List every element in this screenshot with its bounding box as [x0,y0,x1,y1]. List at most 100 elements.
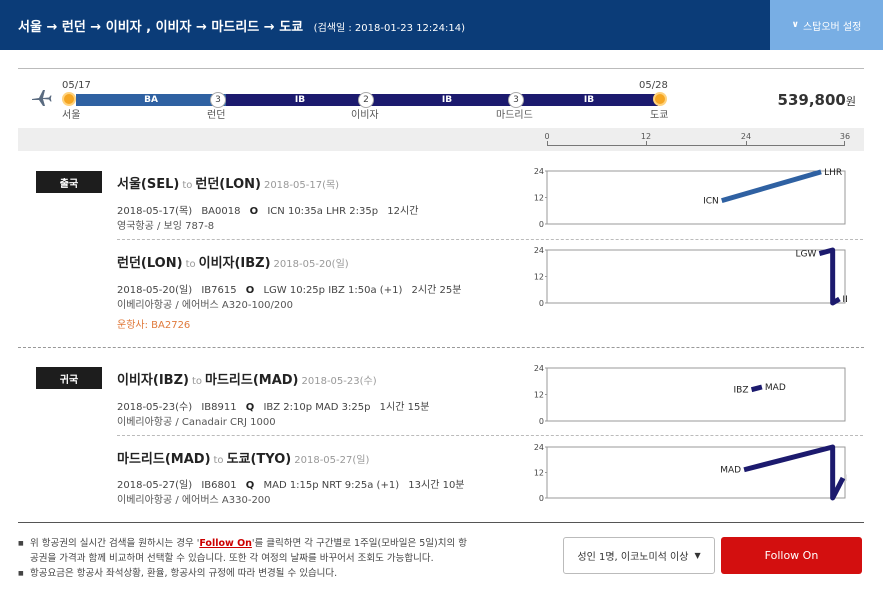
notice-item: 항공요금은 항공사 좌석상황, 환율, 항공사의 규정에 따라 변경될 수 있습… [18,566,468,581]
y-tick-label: 12 [534,469,544,478]
booking-class: O [245,285,255,296]
stop-count-node: 3 [508,92,524,108]
y-tick-label: 0 [539,417,544,426]
scale-tick-mark [844,141,845,145]
segment-title: 마드리드(MAD) to 도쿄(TYO) 2018-05-27(일) [117,448,369,467]
aircraft-info: 이베리아항공 / Canadair CRJ 1000 [117,417,276,428]
airplane-icon [32,90,52,106]
flight-line [818,247,841,306]
stop-count-node: 2 [358,92,374,108]
y-tick-label: 12 [534,391,544,400]
segment-origin: 런던(LON) [117,256,183,271]
follow-on-button[interactable]: Follow On [721,537,862,574]
departure-code: MAD [720,466,741,476]
destination-marker [653,92,667,106]
segment-date: 2018-05-27(일) [294,455,370,466]
y-tick-label: 12 [534,273,544,282]
departure-code: LGW [796,250,817,260]
segment-divider [117,435,863,436]
aircraft-info: 영국항공 / 보잉 787-8 [117,221,215,232]
arrival-code: IBZ [842,295,847,305]
results-header: 서울 → 런던 → 이비자 , 이비자 → 마드리드 → 도쿄 (검색일 : 2… [0,0,883,50]
y-tick-label: 0 [539,494,544,503]
segment-to-word: to [182,180,193,191]
y-tick-label: 24 [534,364,544,373]
flight-times: MAD 1:15p NRT 9:25a (+1) [263,480,400,491]
itinerary-summary: 05/17 05/28 BA IB IB IB 3 2 3 서울 런던 이비자 … [18,68,864,128]
inbound-badge: 귀국 [36,367,102,389]
arrival-code: LHR [824,168,842,178]
chevron-down-icon: ∨ [791,20,799,30]
stop-count-node: 3 [210,92,226,108]
timeline-leg: IB [374,94,520,106]
flight-date: 2018-05-20(일) [117,285,193,296]
arrival-code: NRT [846,474,847,484]
segment-origin: 서울(SEL) [117,177,180,192]
stopover-label: 스탑오버 설정 [802,21,862,33]
booking-class: Q [245,402,255,413]
flight-number: BA0018 [201,206,241,217]
y-tick-label: 24 [534,246,544,255]
scale-tick-label: 0 [544,132,550,141]
follow-on-link[interactable]: Follow On [199,538,252,549]
notice-item: 위 항공권의 실시간 검색을 원하시는 경우 'Follow On'를 클릭하면… [18,536,468,566]
outbound-badge: 출국 [36,171,102,193]
flight-duration: 2시간 25분 [411,285,462,296]
timeline-city: 마드리드 [496,110,533,121]
flight-time-chart: 24 12 0 IBZ MAD [534,364,846,426]
segment-date: 2018-05-17(목) [263,180,340,191]
chart-frame [546,249,846,304]
origin-marker [62,92,76,106]
search-date: (검색일 : 2018-01-23 12:24:14) [313,23,466,34]
chart-frame [546,446,846,499]
passenger-class-value: 성인 1명, 이코노미석 이상 [577,552,689,563]
flight-time-chart: 24 12 0 MAD NRT [534,443,847,503]
footer-divider [18,522,864,523]
flight-date: 2018-05-17(목) [117,206,193,217]
segment-date: 2018-05-20(일) [273,259,349,270]
flight-line [743,444,846,501]
passenger-class-select[interactable]: 성인 1명, 이코노미석 이상 ▼ [563,537,715,574]
flight-times: ICN 10:35a LHR 2:35p [267,206,379,217]
flight-time-chart: 24 12 0 LGW IBZ [534,246,847,308]
flight-times: IBZ 2:10p MAD 3:25p [263,402,371,413]
flight-times: LGW 10:25p IBZ 1:50a (+1) [263,285,403,296]
y-tick-label: 24 [534,443,544,452]
flight-duration: 12시간 [387,206,419,217]
timeline-city: 이비자 [351,110,379,121]
segment-title: 런던(LON) to 이비자(IBZ) 2018-05-20(일) [117,252,349,271]
chart-frame [546,367,846,422]
flight-line [721,169,822,203]
segment-date: 2018-05-23(수) [301,376,377,387]
y-tick-label: 24 [534,167,544,176]
aircraft-info: 이베리아항공 / 에어버스 A320-100/200 [117,300,293,311]
notice-list: 위 항공권의 실시간 검색을 원하시는 경우 'Follow On'를 클릭하면… [18,536,468,581]
scale-tick-label: 12 [640,132,652,141]
itinerary-timeline: 05/17 05/28 BA IB IB IB 3 2 3 서울 런던 이비자 … [62,69,668,129]
flight-time-chart: 24 12 0 ICN LHR [534,167,846,229]
y-tick-label: 12 [534,194,544,203]
flight-number: IB6801 [201,480,237,491]
scale-tick-label: 24 [740,132,752,141]
time-scale-band: 0 12 24 36 [18,128,864,151]
timeline-end-date: 05/28 [639,80,668,91]
segment-to-word: to [213,455,224,466]
segment-destination: 런던(LON) [195,177,261,192]
notice-text: '를 클릭하면 각 구간별로 1주일(모바일은 5일)치의 항공권을 가격과 함… [30,538,467,564]
segment-destination: 도쿄(TYO) [226,452,292,467]
flight-duration: 13시간 10분 [408,480,465,491]
route-title: 서울 → 런던 → 이비자 , 이비자 → 마드리드 → 도쿄 (검색일 : 2… [18,16,465,35]
price-unit: 원 [845,95,856,108]
flight-date: 2018-05-27(일) [117,480,193,491]
time-scale-axis [547,145,845,146]
stopover-settings-button[interactable]: ∨ 스탑오버 설정 [770,0,883,50]
segment-origin: 마드리드(MAD) [117,452,211,467]
segment-divider [117,239,863,240]
segment-title: 서울(SEL) to 런던(LON) 2018-05-17(목) [117,173,339,192]
timeline-city: 런던 [207,110,226,121]
segment-to-word: to [191,376,202,387]
segment-flight-info: 2018-05-17(목) BA0018 O ICN 10:35a LHR 2:… [117,202,418,217]
timeline-leg: IB [226,94,374,106]
aircraft-info: 이베리아항공 / 에어버스 A330-200 [117,495,271,506]
y-tick-label: 0 [539,220,544,229]
